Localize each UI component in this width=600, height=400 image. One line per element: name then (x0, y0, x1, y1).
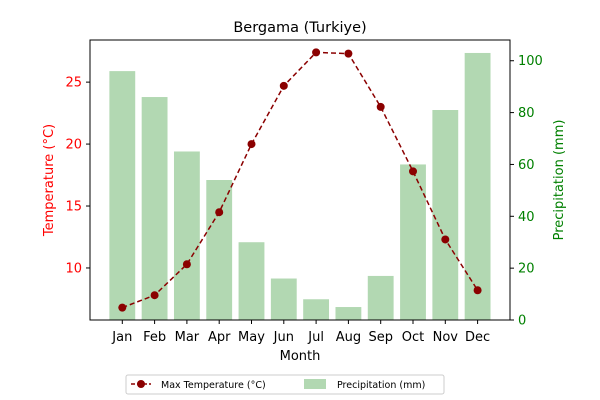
right-tick-label: 100 (518, 54, 543, 69)
x-tick-label: Jan (111, 330, 132, 345)
x-tick-label: Apr (208, 330, 231, 345)
x-tick-label: Dec (465, 330, 490, 345)
temperature-series-line (122, 51, 479, 309)
legend-precipitation-swatch-icon (304, 379, 326, 389)
left-tick-label: 10 (65, 261, 82, 276)
x-tick-label: Oct (402, 330, 424, 345)
x-tick-label: May (238, 330, 265, 345)
precipitation-bar-jul (303, 299, 330, 320)
precipitation-bar-sep (367, 275, 394, 320)
legend: Max Temperature (°C) Precipitation (mm) (125, 374, 445, 395)
temperature-point-sep (376, 102, 385, 111)
left-axis-ticks: 10 15 20 25 (65, 76, 90, 276)
temperature-point-mar (182, 260, 191, 269)
temperature-point-feb (150, 291, 159, 300)
precipitation-bar-jan (109, 71, 136, 320)
x-axis-ticks: Jan Feb Mar Apr May Jun Jul Aug Sep Oct Nov Dec (111, 320, 490, 345)
x-tick-label: Aug (336, 330, 361, 345)
plot-frame (89, 39, 511, 321)
precipitation-bar-feb (141, 97, 168, 320)
precipitation-bar-oct (400, 164, 426, 320)
temperature-point-jun (279, 81, 288, 90)
precipitation-bar-jun (270, 278, 297, 320)
precipitation-bar-aug (335, 307, 362, 320)
left-axis-label: Temperature (°C) (42, 124, 57, 237)
right-axis-ticks: 0 20 40 60 80 100 (510, 54, 543, 329)
temperature-point-aug (344, 49, 353, 58)
precipitation-bars (109, 52, 491, 321)
left-tick-label: 25 (65, 76, 82, 91)
left-tick-label: 20 (65, 138, 82, 153)
legend-temperature-marker-icon (137, 380, 145, 388)
temperature-point-may (247, 140, 256, 149)
legend-precipitation-label: Precipitation (mm) (337, 380, 425, 391)
legend-box (125, 374, 445, 395)
temperature-point-jan (118, 303, 127, 312)
x-tick-label: Jun (273, 330, 294, 345)
precipitation-bar-dec (464, 52, 491, 321)
x-tick-label: Mar (175, 330, 200, 345)
x-tick-label: Nov (433, 330, 459, 345)
temperature-point-apr (215, 208, 224, 217)
temperature-point-jul (312, 48, 321, 57)
temperature-point-nov (441, 235, 450, 244)
x-tick-label: Sep (368, 330, 393, 345)
left-tick-label: 15 (65, 200, 82, 215)
temperature-line (118, 48, 482, 312)
precipitation-bar-apr (206, 180, 233, 320)
right-tick-label: 60 (518, 158, 535, 173)
legend-temperature-label: Max Temperature (°C) (161, 380, 266, 391)
x-tick-label: Jul (307, 330, 324, 345)
right-axis-label: Precipitation (mm) (552, 120, 567, 241)
precipitation-bar-mar (173, 151, 200, 320)
right-tick-label: 80 (518, 106, 535, 121)
right-tick-label: 40 (518, 210, 535, 225)
chart-title: Bergama (Turkiye) (233, 20, 366, 36)
precipitation-bar-may (238, 242, 265, 320)
x-tick-label: Feb (143, 330, 166, 345)
right-tick-label: 20 (518, 262, 535, 277)
x-axis-label: Month (280, 349, 321, 364)
temperature-point-oct (409, 167, 417, 176)
right-tick-label: 0 (518, 314, 526, 329)
precipitation-bar-nov (432, 110, 459, 320)
temperature-point-dec (473, 286, 482, 295)
